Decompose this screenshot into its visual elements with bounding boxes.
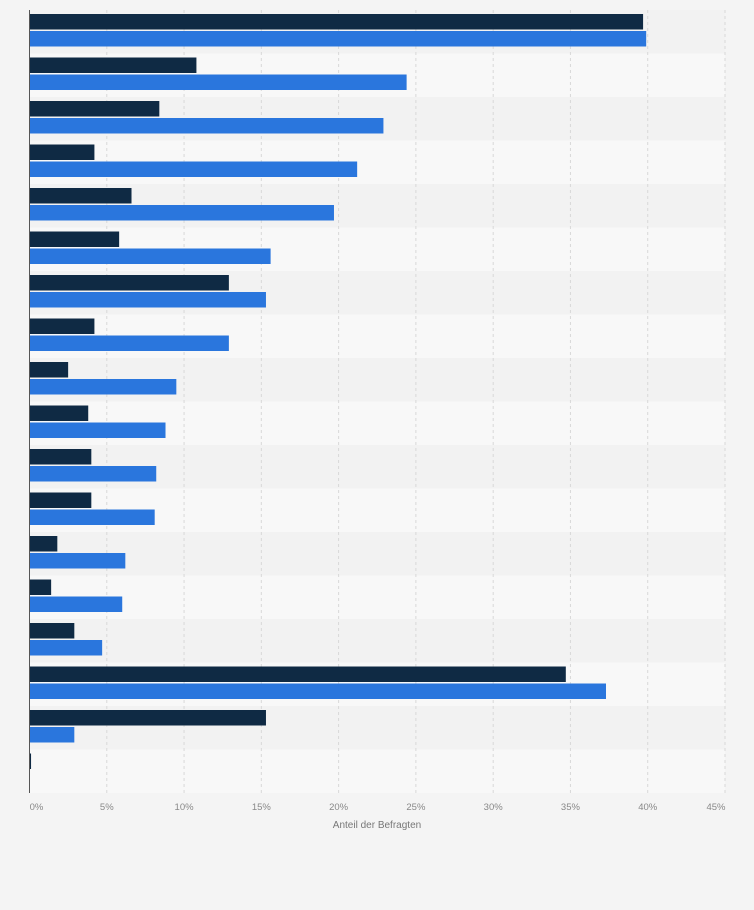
bar-series2: [29, 727, 75, 743]
bar-series2: [29, 640, 103, 656]
bar-series1: [29, 231, 120, 247]
bar-series2: [29, 683, 606, 699]
x-tick-label: 15%: [252, 802, 272, 813]
x-tick-label: 40%: [638, 802, 658, 813]
bar-series2: [29, 161, 358, 177]
row-band: [29, 532, 725, 576]
x-tick-label: 30%: [484, 802, 504, 813]
row-band: [29, 749, 725, 793]
bar-series1: [29, 405, 89, 421]
bar-series1: [29, 275, 229, 291]
x-tick-label: 45%: [706, 802, 726, 813]
bar-series1: [29, 623, 75, 639]
bar-series2: [29, 205, 334, 221]
bar-series2: [29, 31, 647, 47]
bar-series2: [29, 553, 126, 569]
x-tick-label: 10%: [175, 802, 195, 813]
bar-series1: [29, 492, 92, 508]
x-tick-label: 35%: [561, 802, 581, 813]
bar-series2: [29, 335, 229, 351]
bar-series2: [29, 292, 266, 308]
bar-series1: [29, 710, 266, 726]
bar-series1: [29, 188, 132, 204]
bar-series1: [29, 579, 52, 595]
x-tick-label: 20%: [329, 802, 349, 813]
row-band: [29, 575, 725, 619]
bar-series2: [29, 509, 155, 525]
bar-series1: [29, 318, 95, 334]
bar-series1: [29, 144, 95, 160]
x-tick-label: 0%: [30, 802, 44, 813]
bar-series1: [29, 14, 644, 30]
bar-series2: [29, 466, 157, 482]
bar-series2: [29, 422, 166, 438]
bar-series1: [29, 666, 566, 682]
bar-series1: [29, 449, 92, 465]
bar-series2: [29, 74, 407, 90]
x-tick-label: 5%: [100, 802, 114, 813]
bar-series1: [29, 101, 160, 117]
row-band: [29, 619, 725, 663]
bar-series1: [29, 753, 32, 769]
bar-series2: [29, 248, 271, 264]
bar-series2: [29, 596, 123, 612]
bar-series1: [29, 57, 197, 73]
x-axis-label: Anteil der Befragten: [333, 820, 421, 831]
bar-series1: [29, 362, 69, 378]
bar-series2: [29, 118, 384, 134]
bar-series2: [29, 379, 177, 395]
x-tick-label: 25%: [406, 802, 426, 813]
bar-series1: [29, 536, 58, 552]
